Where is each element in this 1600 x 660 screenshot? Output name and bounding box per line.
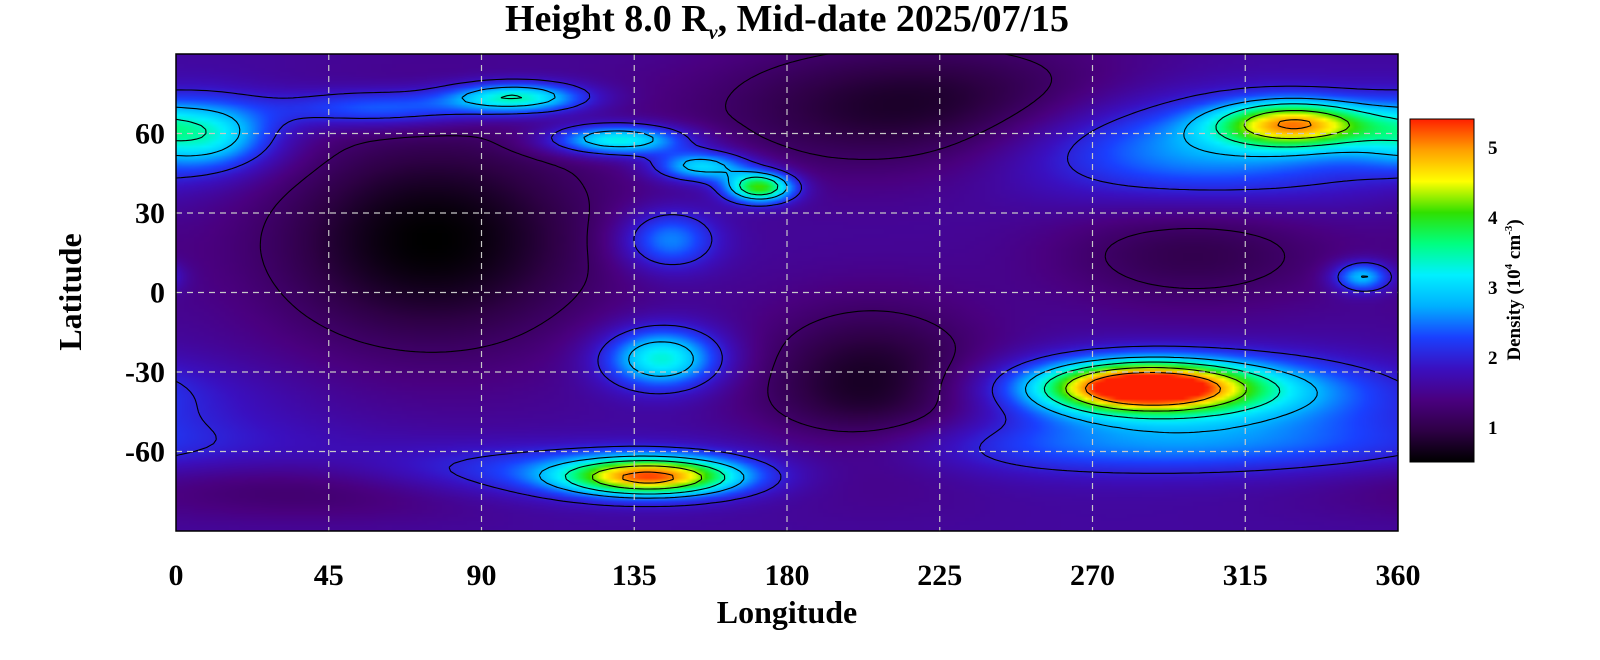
colorbar-gradient (1409, 118, 1475, 463)
x-tick-label: 180 (765, 559, 810, 592)
x-tick-label: 360 (1376, 559, 1421, 592)
chart-title: Height 8.0 Rv, Mid-date 2025/07/15 (505, 0, 1069, 44)
x-tick-label: 315 (1223, 559, 1268, 592)
colorbar-tick-label: 2 (1488, 348, 1498, 369)
colorbar-label-part-c: ) (1504, 219, 1525, 225)
colorbar-tick-label: 3 (1488, 278, 1498, 299)
contour-level-4 (176, 94, 1398, 495)
plot-area (175, 53, 1399, 532)
colorbar-label-part-a: Density (10 (1504, 269, 1525, 360)
x-tick-label: 135 (612, 559, 657, 592)
colorbar-label-sup2: -3 (1503, 225, 1515, 235)
y-tick-label: -30 (125, 356, 165, 389)
colorbar-label: Density (104 cm-3) (1503, 219, 1525, 360)
colorbar-ticks: 1 2 3 4 5 (1488, 138, 1498, 439)
y-tick-label: 60 (135, 118, 165, 151)
colorbar-tick-label: 5 (1488, 138, 1498, 159)
chart-title-suffix: , Mid-date 2025/07/15 (718, 0, 1069, 40)
x-tick-label: 45 (314, 559, 344, 592)
chart-title-prefix: Height 8.0 R (505, 0, 709, 40)
contour-level-2 (176, 78, 1398, 508)
y-tick-label: 0 (150, 277, 165, 310)
plot-frame (175, 53, 1399, 532)
x-tick-label: 270 (1070, 559, 1115, 592)
contour-level-5 (591, 109, 1351, 490)
y-tick-label: -60 (125, 436, 165, 469)
colorbar-tick-label: 4 (1488, 208, 1498, 229)
y-axis-ticks: 60 30 0 -30 -60 (125, 118, 165, 469)
x-tick-label: 0 (169, 559, 184, 592)
colorbar-label-part-b: cm (1504, 235, 1525, 264)
y-axis-label: Latitude (52, 233, 88, 350)
contour-level-1 (259, 54, 1286, 433)
contour-level-3 (176, 86, 1398, 499)
x-tick-label: 225 (917, 559, 962, 592)
contour-level-6 (622, 119, 1312, 484)
x-tick-label: 90 (467, 559, 497, 592)
grid-lines (176, 54, 1398, 531)
x-axis-ticks: 0 45 90 135 180 225 270 315 360 (169, 559, 1421, 592)
contour-lines (176, 54, 1398, 508)
x-axis-label: Longitude (717, 594, 857, 630)
y-tick-label: 30 (135, 197, 165, 230)
chart-title-subscript: v (709, 22, 719, 44)
colorbar-label-sup1: 4 (1503, 263, 1515, 269)
colorbar-tick-label: 1 (1488, 418, 1498, 439)
